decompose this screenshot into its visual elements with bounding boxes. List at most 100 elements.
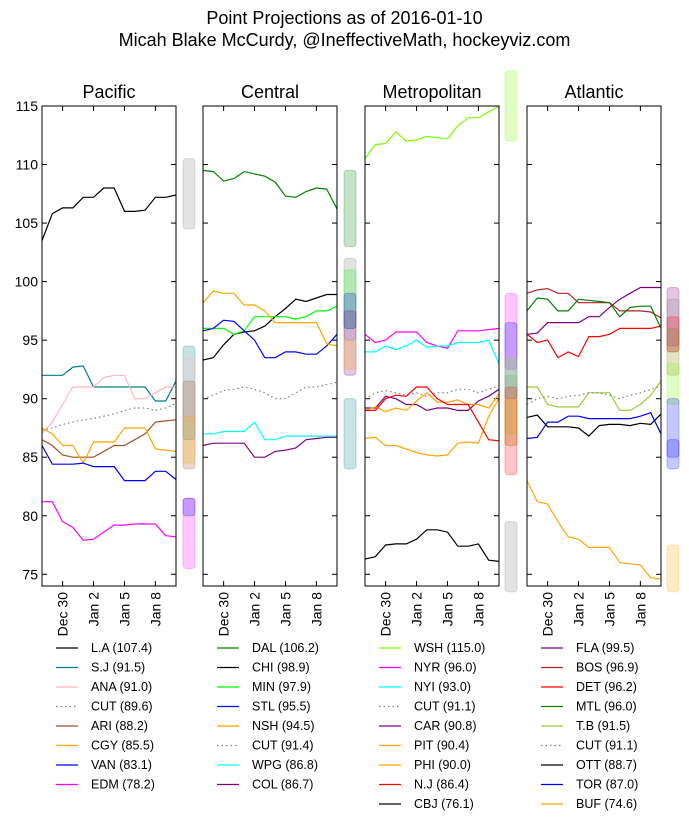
panel-frame: [364, 105, 500, 587]
x-tick-label: Jan 2: [86, 592, 102, 626]
projection-band: [504, 292, 518, 370]
x-tick-label: Jan 5: [116, 592, 132, 626]
series-line-la: [41, 187, 177, 241]
y-tick-label: 100: [15, 274, 39, 290]
projection-band: [666, 298, 680, 353]
projection-band: [343, 292, 357, 329]
series-line-wsh: [364, 105, 500, 160]
legend-label: TOR (87.0): [576, 778, 638, 792]
y-tick-label: 90: [22, 391, 38, 407]
x-tick-label: Jan 5: [601, 592, 617, 626]
projection-band: [666, 327, 680, 376]
x-tick-label: Jan 8: [147, 592, 163, 626]
projection-band: [343, 169, 357, 247]
series-line-stl: [202, 319, 338, 359]
series-line-cgy: [41, 427, 177, 465]
projection-band: [504, 70, 518, 142]
legend-label: CGY (85.5): [91, 739, 154, 753]
legend-label: NSH (94.5): [252, 719, 315, 733]
series-line-sj: [42, 365, 177, 402]
projection-band: [343, 339, 357, 370]
legend-label: FLA (99.5): [576, 641, 634, 655]
series-line-edm: [42, 501, 177, 541]
x-tick-label: Jan 2: [247, 592, 263, 626]
projection-band: [504, 386, 518, 476]
legend-label: CHI (98.9): [252, 661, 310, 675]
projection-band: [504, 374, 518, 447]
legend-label: COL (86.7): [252, 778, 313, 792]
legend-label: DAL (106.2): [252, 641, 319, 655]
legend-label: MTL (96.0): [576, 700, 637, 714]
projection-bands-layer: [182, 70, 680, 593]
series-line-wpg: [203, 421, 337, 441]
x-tick-label: Dec 30: [216, 592, 232, 637]
projection-band: [666, 544, 680, 593]
legend-label: NYR (96.0): [414, 661, 477, 675]
x-tick-label: Dec 30: [378, 592, 394, 637]
series-line-nj: [365, 386, 500, 442]
projection-band: [666, 398, 680, 458]
series-line-buf: [526, 480, 662, 580]
projection-band: [343, 310, 357, 376]
legend-label: CUT (91.4): [252, 739, 314, 753]
projection-band: [343, 269, 357, 329]
legend-label: PHI (90.0): [414, 758, 471, 772]
legend-label: L.A (107.4): [91, 641, 152, 655]
legend-label: WSH (115.0): [414, 641, 485, 655]
x-tick-label: Dec 30: [55, 592, 71, 637]
series-line-dal: [202, 169, 338, 210]
legend-label: MIN (97.9): [252, 680, 311, 694]
x-tick-label: Dec 30: [540, 592, 556, 637]
series-line-ana: [41, 374, 176, 435]
y-tick-label: 85: [22, 449, 38, 465]
x-tick-label: Jan 8: [470, 592, 486, 626]
panel-frame: [202, 105, 338, 587]
legend-label: STL (95.5): [252, 700, 311, 714]
series-line-van: [41, 445, 177, 482]
legend-label: CUT (89.6): [91, 700, 153, 714]
series-line-car: [365, 388, 500, 412]
projection-band: [343, 398, 357, 470]
panel-title: Central: [241, 82, 299, 102]
x-tick-label: Jan 5: [277, 592, 293, 626]
panel-central: Central Dec 30 Jan 2 Jan 5 Jan 8 DAL (106.2) C…: [202, 82, 338, 792]
series-line-cbj: [364, 529, 500, 562]
panel-atlantic: Atlantic Dec 30 Jan 2 Jan 5 Jan 8 FLA (99.5) B…: [526, 82, 662, 811]
legend-label: VAN (83.1): [91, 758, 152, 772]
y-tick-label: 95: [22, 332, 38, 348]
y-tick-label: 115: [16, 98, 39, 114]
projection-band: [182, 158, 196, 230]
series-line-chi: [202, 293, 337, 361]
legend-label: T.B (91.5): [576, 719, 630, 733]
projection-band: [504, 357, 518, 435]
projection-band: [182, 345, 196, 441]
chart-title-line-2: Micah Blake McCurdy, @IneffectiveMath, h…: [119, 30, 571, 50]
x-tick-label: Jan 2: [571, 592, 587, 626]
panel-frame: [526, 105, 662, 587]
panel-frame: [41, 105, 177, 587]
series-line-det: [526, 325, 662, 359]
projection-band: [343, 257, 357, 341]
x-tick-label: Jan 2: [409, 592, 425, 626]
series-line-ari: [41, 419, 177, 458]
legend-label: S.J (91.5): [91, 661, 145, 675]
y-tick-label: 110: [16, 157, 39, 173]
projection-band: [182, 380, 196, 470]
legend-label: BUF (74.6): [576, 797, 637, 811]
series-line-fla: [526, 286, 661, 335]
legend-label: NYI (93.0): [414, 680, 471, 694]
projection-band: [666, 286, 680, 347]
legend-label: EDM (78.2): [91, 778, 155, 792]
panel-title: Metropolitan: [382, 82, 481, 102]
series-line-cut: [202, 381, 338, 400]
series-line-mtl: [526, 297, 662, 329]
projection-band: [504, 521, 518, 593]
legend-label: CAR (90.8): [414, 719, 477, 733]
projection-band: [504, 322, 518, 400]
legend-label: N.J (86.4): [414, 778, 469, 792]
legend-label: ANA (91.0): [91, 680, 152, 694]
x-tick-label: Jan 8: [632, 592, 648, 626]
projection-band: [666, 439, 680, 470]
legend-label: BOS (96.9): [576, 661, 639, 675]
